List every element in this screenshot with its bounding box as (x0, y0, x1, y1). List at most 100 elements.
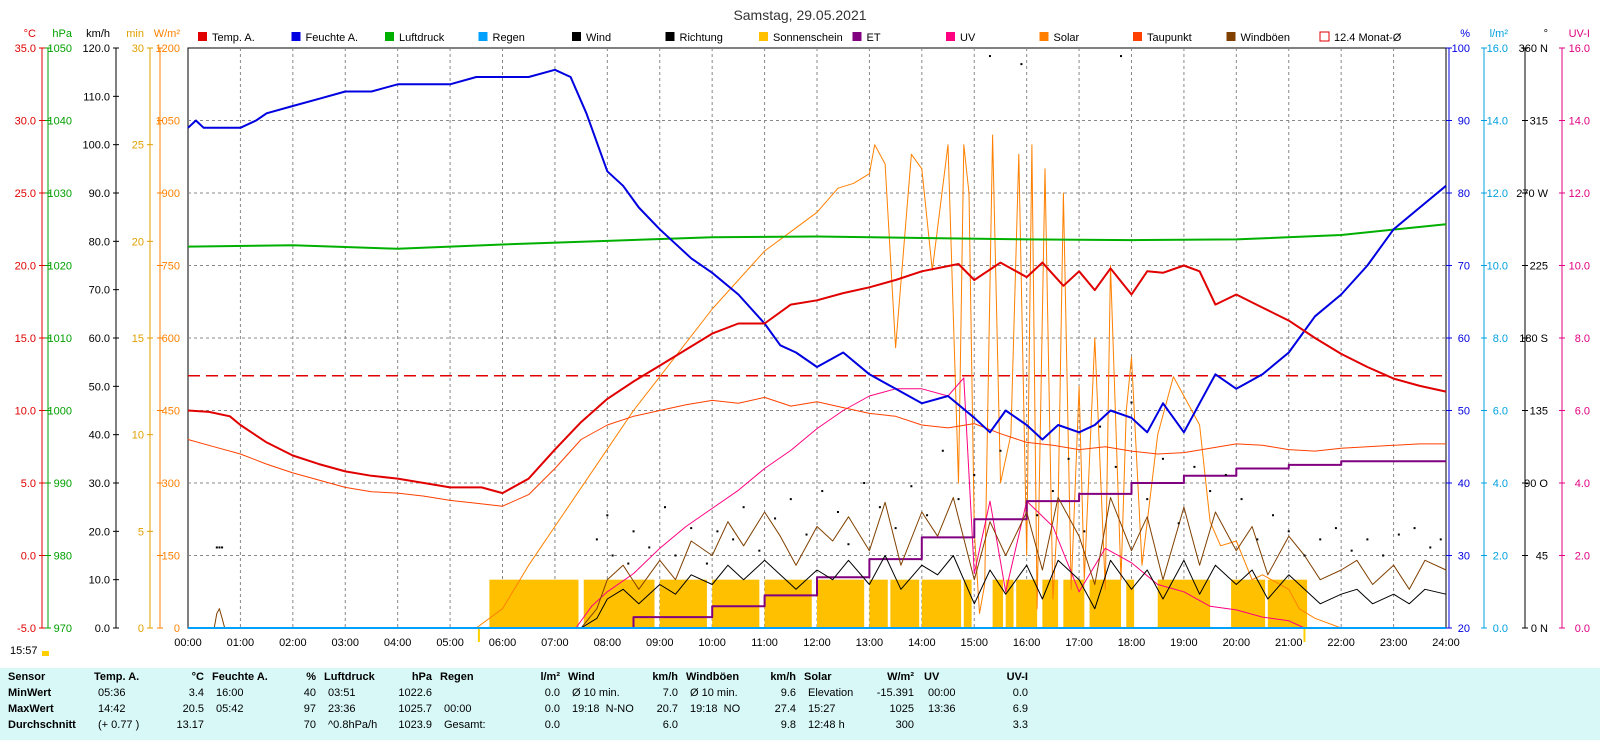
stats-cell-value: 40 (303, 687, 316, 699)
wm2-tick-label: 750 (162, 261, 180, 273)
sunshine-bar (1157, 579, 1211, 628)
stats-unit: km/h (652, 671, 678, 683)
temp-tick-label: 5.0 (21, 478, 36, 490)
stats-cell-info: 23:36 (328, 703, 356, 715)
direction-point (1083, 530, 1086, 533)
stats-cell-info: 19:18 N-NO (572, 703, 634, 715)
x-tick-label: 17:00 (1065, 637, 1093, 649)
legend-label: Windböen (1241, 32, 1291, 44)
plot-area (187, 55, 1447, 642)
legend-label: Richtung (680, 32, 723, 44)
chart-title: Samstag, 29.05.2021 (733, 7, 866, 23)
deg-tick-label: 180 S (1519, 333, 1548, 345)
uvi-tick-label: 8.0 (1575, 333, 1590, 345)
direction-point (1051, 490, 1054, 493)
stats-header: Sensor (8, 671, 46, 683)
direction-point (705, 562, 708, 565)
direction-point (606, 514, 609, 517)
direction-point (627, 562, 630, 565)
stats-cell-value: 9.6 (780, 687, 796, 699)
direction-point (941, 449, 944, 452)
lm2-unit-label: l/m² (1490, 28, 1509, 40)
pct-tick-label: 50 (1458, 406, 1470, 418)
direction-point (847, 543, 850, 546)
kmh-tick-label: 80.0 (89, 236, 110, 248)
stats-row-label: Durchschnitt (8, 719, 76, 731)
stats-cell-info: 05:36 (98, 687, 126, 699)
direction-point (1319, 538, 1322, 541)
stats-cell-info: (+ 0.77 ) (98, 719, 140, 731)
sunshine-bar (659, 579, 707, 628)
direction-point (1397, 533, 1400, 536)
stats-cell-info: 14:42 (98, 703, 126, 715)
legend-swatch (852, 32, 862, 41)
min-tick-label: 20 (132, 236, 144, 248)
time-stamp: 15:57 (10, 645, 38, 657)
stats-cell-value: 3.3 (1012, 719, 1028, 731)
direction-point (836, 511, 839, 513)
uvi-tick-label: 2.0 (1575, 551, 1590, 563)
x-tick-label: 11:00 (751, 637, 778, 649)
stats-cell-info: 03:51 (328, 687, 356, 699)
min-unit-label: min (126, 28, 144, 40)
temp-tick-label: 25.0 (15, 188, 36, 200)
legend-label: Feuchte A. (306, 32, 359, 44)
series-taupunkt (187, 396, 1446, 507)
direction-point (215, 546, 218, 549)
stats-unit: W/m² (887, 671, 914, 683)
hpa-tick-label: 1050 (48, 43, 72, 55)
x-tick-label: 22:00 (1327, 637, 1355, 649)
grid (187, 47, 1447, 629)
sunshine-bar (890, 579, 920, 628)
wm2-tick-label: 1050 (156, 116, 180, 128)
sunshine-bar (1126, 579, 1135, 628)
x-tick-label: 07:00 (541, 637, 569, 649)
x-tick-label: 18:00 (1118, 637, 1146, 649)
legend: Temp. A. Feuchte A. Luftdruck Regen Wind Rich… (198, 31, 1402, 44)
stats-header: Solar (804, 671, 832, 683)
direction-point (926, 514, 929, 517)
statistics-table: Sensor Temp. A. °C Feuchte A.% Luftdruck hPa R… (0, 668, 1600, 740)
stats-cell-info: 15:27 (808, 703, 836, 715)
stats-unit: UV-I (1006, 671, 1028, 683)
temp-tick-label: 20.0 (15, 261, 36, 273)
hpa-tick-label: 1010 (48, 333, 72, 345)
direction-point (1146, 498, 1149, 501)
deg-tick-label: 90 O (1524, 478, 1548, 490)
kmh-tick-label: 60.0 (89, 333, 110, 345)
stats-unit: % (306, 671, 316, 683)
legend-swatch (946, 32, 955, 41)
stats-cell-value: 27.4 (774, 703, 796, 715)
direction-point (1256, 538, 1259, 541)
direction-point (957, 498, 960, 501)
kmh-tick-label: 120.0 (82, 43, 110, 55)
weather-chart: Samstag, 29.05.2021 Temp. A. Feuchte A. Lu… (15, 7, 1590, 649)
sunshine-bar (869, 579, 888, 628)
stats-cell-info: Ø 10 min. (572, 687, 620, 699)
lm2-tick-label: 6.0 (1493, 406, 1508, 418)
series-temp-a- (187, 261, 1447, 495)
temp-tick-label: 30.0 (15, 116, 36, 128)
series-windb-en (213, 497, 1447, 629)
uvi-tick-label: 14.0 (1569, 116, 1590, 128)
x-tick-label: 19:00 (1170, 637, 1198, 649)
direction-point (1130, 401, 1133, 404)
stats-cell-info: Elevation (808, 687, 854, 699)
sunshine-bar (489, 579, 579, 628)
temp-tick-label: 10.0 (15, 406, 36, 418)
direction-point (1350, 549, 1353, 552)
stats-row-label: MinWert (8, 687, 52, 699)
stats-cell-info: 13:36 (928, 703, 956, 715)
uvi-unit-label: UV-I (1569, 28, 1590, 40)
direction-point (1366, 538, 1369, 541)
stats-cell-value: 300 (895, 719, 914, 731)
series-wind (188, 555, 1447, 629)
x-tick-label: 10:00 (698, 637, 726, 649)
hpa-tick-label: 990 (54, 478, 72, 490)
sunshine-bar (1016, 579, 1038, 628)
lm2-tick-label: 10.0 (1487, 261, 1508, 273)
deg-unit-label: ° (1544, 28, 1548, 40)
sunshine-bar (921, 579, 962, 628)
lm2-tick-label: 12.0 (1487, 188, 1508, 200)
legend-label: Sonnenschein (773, 32, 843, 44)
